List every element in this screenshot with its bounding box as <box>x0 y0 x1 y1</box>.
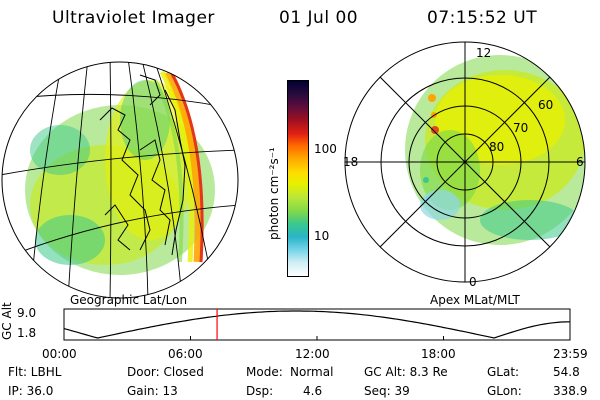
orbit-ytick-low: 1.8 <box>17 326 37 340</box>
lat-label-80: 80 <box>489 140 505 154</box>
orbit-xtick-0600: 06:00 <box>168 347 203 361</box>
polar-grid <box>344 41 586 283</box>
left-aurora-image <box>2 62 238 298</box>
colorbar-fill <box>288 81 308 276</box>
gc-alt-info: GC Alt: 8.3 Re <box>364 365 448 379</box>
orbit-xtick-2359: 23:59 <box>553 347 588 361</box>
filter-info: Flt: LBHL <box>8 365 62 379</box>
ip-info: IP: 36.0 <box>8 384 54 398</box>
mlt-label-18: 18 <box>343 155 359 169</box>
right-panel-caption: Apex MLat/MLT <box>430 293 520 307</box>
mode-label: Mode: <box>246 365 283 379</box>
instrument-title: Ultraviolet Imager <box>52 8 215 28</box>
glat-value: 54.8 <box>553 365 580 379</box>
orbit-xtick-1200: 12:00 <box>295 347 330 361</box>
gain-info: Gain: 13 <box>127 384 178 398</box>
seq-info: Seq: 39 <box>364 384 410 398</box>
dsp-label: Dsp: <box>246 384 274 398</box>
colorbar <box>287 80 309 277</box>
left-panel-caption: Geographic Lat/Lon <box>70 293 188 307</box>
door-info: Door: Closed <box>127 365 204 379</box>
glon-label: GLon: <box>487 384 522 398</box>
dsp-value: 4.6 <box>303 384 323 398</box>
lat-label-70: 70 <box>513 121 529 135</box>
glon-value: 338.9 <box>553 384 588 398</box>
date-label: 01 Jul 00 <box>279 8 359 28</box>
colorbar-tick-100: 100 <box>314 142 337 156</box>
mlt-label-6: 6 <box>576 155 584 169</box>
mlt-label-12: 12 <box>476 46 492 60</box>
orbit-ytick-high: 9.0 <box>17 306 37 320</box>
mode-value: Normal <box>290 365 334 379</box>
colorbar-unit-label: photon cm⁻²s⁻¹ <box>267 147 281 240</box>
orbit-xtick-1800: 18:00 <box>421 347 456 361</box>
lat-label-60: 60 <box>538 98 554 112</box>
mlt-label-0: 0 <box>469 275 477 289</box>
colorbar-tick-10: 10 <box>314 229 330 243</box>
glat-label: GLat: <box>487 365 520 379</box>
time-label: 07:15:52 UT <box>427 8 538 28</box>
orbit-ylabel: GC Alt <box>0 302 14 340</box>
left-disk-outline <box>1 61 239 299</box>
orbit-xtick-0000: 00:00 <box>42 347 77 361</box>
